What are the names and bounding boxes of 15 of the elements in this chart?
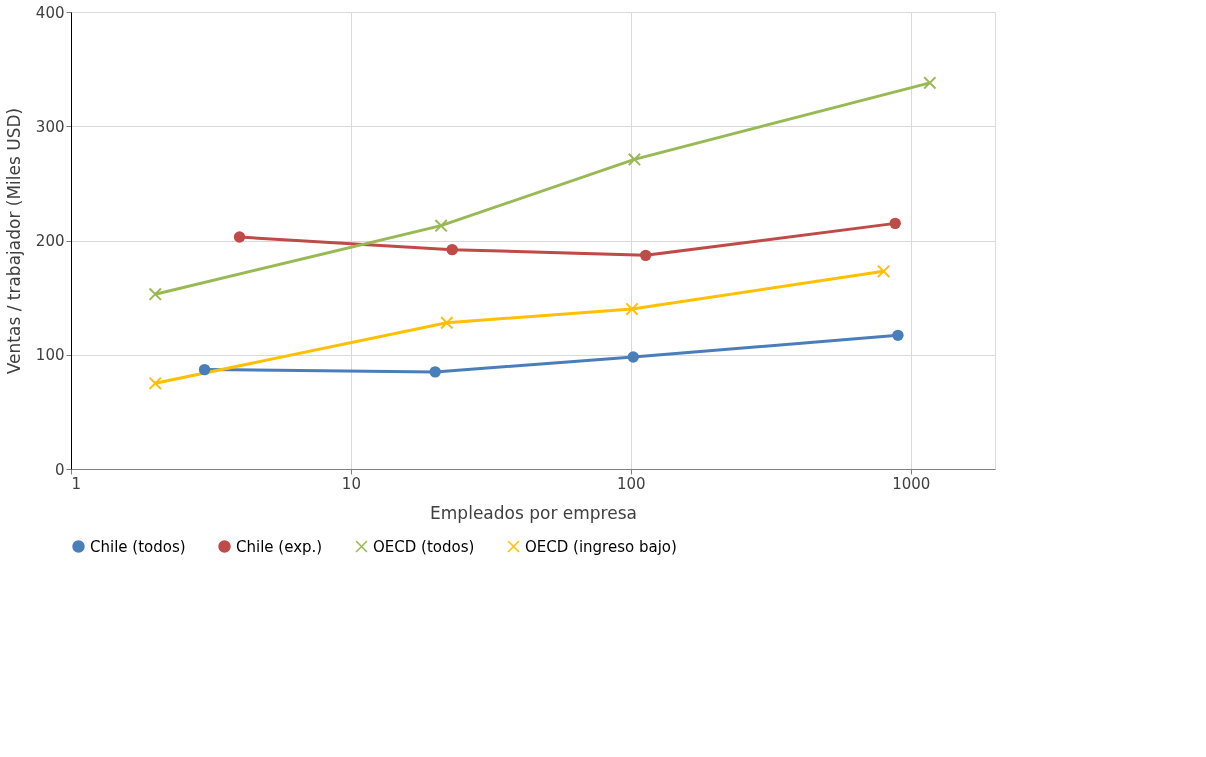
y-tick-label: 400 bbox=[35, 3, 65, 22]
y-tick-label: 300 bbox=[35, 117, 65, 136]
x-tick-label: 1 bbox=[71, 474, 82, 493]
legend-label: OECD (ingreso bajo) bbox=[525, 537, 677, 556]
y-tick-label: 100 bbox=[35, 346, 65, 365]
y-tick-label: 200 bbox=[35, 232, 65, 250]
legend-label: Chile (exp.) bbox=[236, 537, 323, 556]
legend-label: OECD (todos) bbox=[373, 537, 475, 556]
x-tick-label: 1000 bbox=[892, 474, 931, 493]
y-tick-label: 0 bbox=[54, 460, 65, 479]
y-axis-title: Ventas / trabajador (Miles USD) bbox=[3, 107, 24, 375]
x-axis-title: Empleados por empresa bbox=[430, 502, 637, 523]
legend-label: Chile (todos) bbox=[90, 537, 186, 556]
x-tick-label: 10 bbox=[341, 474, 361, 493]
x-tick-label: 100 bbox=[617, 474, 646, 493]
